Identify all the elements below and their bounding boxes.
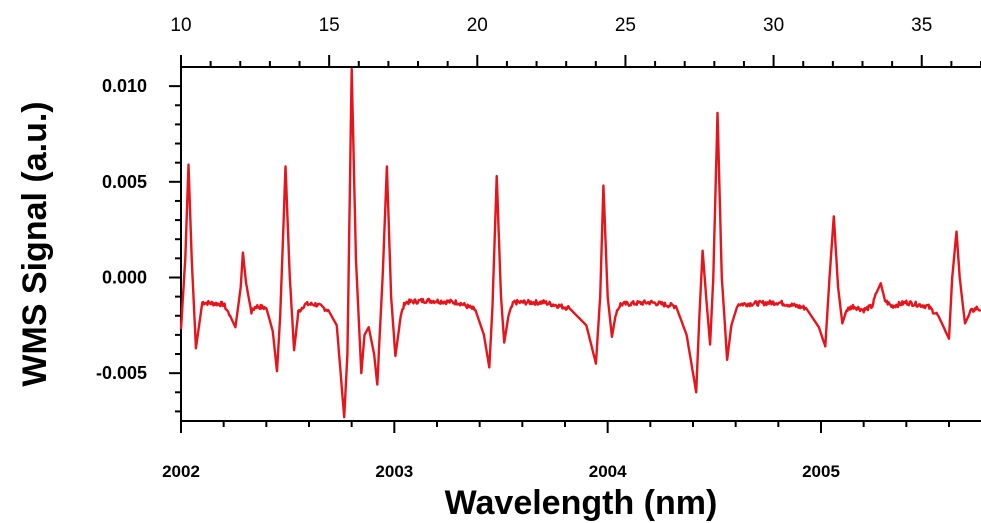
plot-frame [180, 66, 981, 422]
x-axis-title: Wavelength (nm) [445, 484, 718, 522]
top-tick-label: 25 [615, 15, 636, 36]
top-tick-label: 15 [319, 15, 340, 36]
x-tick-label: 2004 [589, 462, 627, 481]
x-tick-label: 2003 [375, 462, 413, 481]
y-tick-label: 0.000 [102, 267, 147, 287]
y-axis-title: WMS Signal (a.u.) [16, 101, 54, 386]
top-tick-label: 10 [170, 15, 191, 36]
y-tick-label: 0.005 [102, 172, 147, 192]
left-axis-ticks: 0.010 0.005 0.000 -0.005 [96, 76, 181, 413]
top-tick-label: 30 [763, 15, 784, 36]
wms-signal-line [179, 67, 981, 419]
x-tick-label: 2002 [162, 462, 200, 481]
bottom-axis-ticks: 2002 2003 2004 2005 [162, 421, 950, 481]
top-tick-label: 35 [911, 15, 932, 36]
series-layer [179, 67, 981, 419]
top-tick-label: 20 [467, 15, 488, 36]
x-tick-label: 2005 [802, 462, 840, 481]
top-axis-ticks: 10 15 20 25 30 35 [170, 15, 981, 67]
y-tick-label: 0.010 [102, 76, 147, 96]
y-tick-label: -0.005 [96, 363, 147, 383]
